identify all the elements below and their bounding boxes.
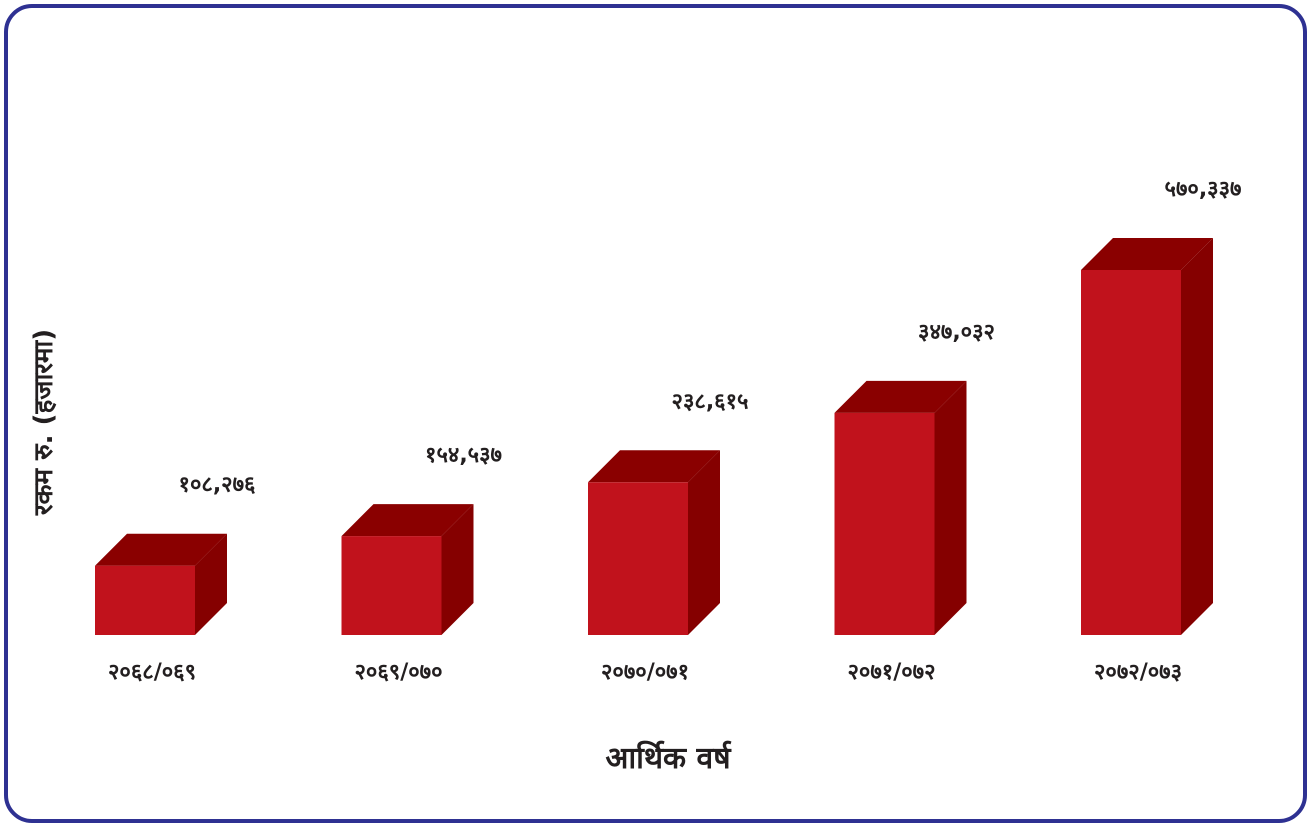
bar-side-face xyxy=(1181,238,1213,635)
x-tick-label: २०६८/०६९ xyxy=(108,660,196,685)
x-tick-labels-group: २०६८/०६९ २०६९/०७० २०७०/०७१ २०७१/०७२ २०७२/०७३ xyxy=(108,660,1182,685)
bars-group xyxy=(95,238,1213,635)
bar-top-face xyxy=(1081,238,1213,270)
value-label: १०८,२७६ xyxy=(179,473,257,498)
bar xyxy=(588,450,720,635)
bar xyxy=(1081,238,1213,635)
bar-side-face xyxy=(688,450,720,635)
bar-side-face xyxy=(195,533,227,635)
x-tick-label: २०७१/०७२ xyxy=(847,660,935,685)
value-label: ५७०,३३७ xyxy=(1165,177,1242,202)
bar-front-face xyxy=(95,565,195,635)
value-labels-group: १०८,२७६ १५४,५३७ २३८,६१५ ३४७,०३२ ५७०,३३७ xyxy=(179,177,1242,498)
bar-front-face xyxy=(834,412,935,635)
value-label: १५४,५३७ xyxy=(425,443,502,468)
bar-top-face xyxy=(588,450,720,483)
bar xyxy=(341,504,474,635)
value-label: २३८,६१५ xyxy=(672,389,749,414)
bar-top-face xyxy=(95,533,227,566)
x-axis-title: आर्थिक वर्ष xyxy=(605,740,732,776)
bar-front-face xyxy=(1081,270,1181,635)
bar-side-face xyxy=(441,504,474,635)
bar-top-face xyxy=(341,504,474,537)
bar xyxy=(834,380,967,635)
x-tick-label: २०७२/०७३ xyxy=(1094,660,1182,685)
bar-front-face xyxy=(588,482,688,635)
bar xyxy=(95,533,227,635)
bar-front-face xyxy=(341,536,442,635)
bar-top-face xyxy=(834,380,967,413)
x-tick-label: २०७०/०७१ xyxy=(601,660,689,685)
x-tick-label: २०६९/०७० xyxy=(354,660,442,685)
y-axis-title: रकम रु. (हजारमा) xyxy=(29,329,59,516)
value-label: ३४७,०३२ xyxy=(918,320,995,345)
bar-side-face xyxy=(934,380,967,635)
